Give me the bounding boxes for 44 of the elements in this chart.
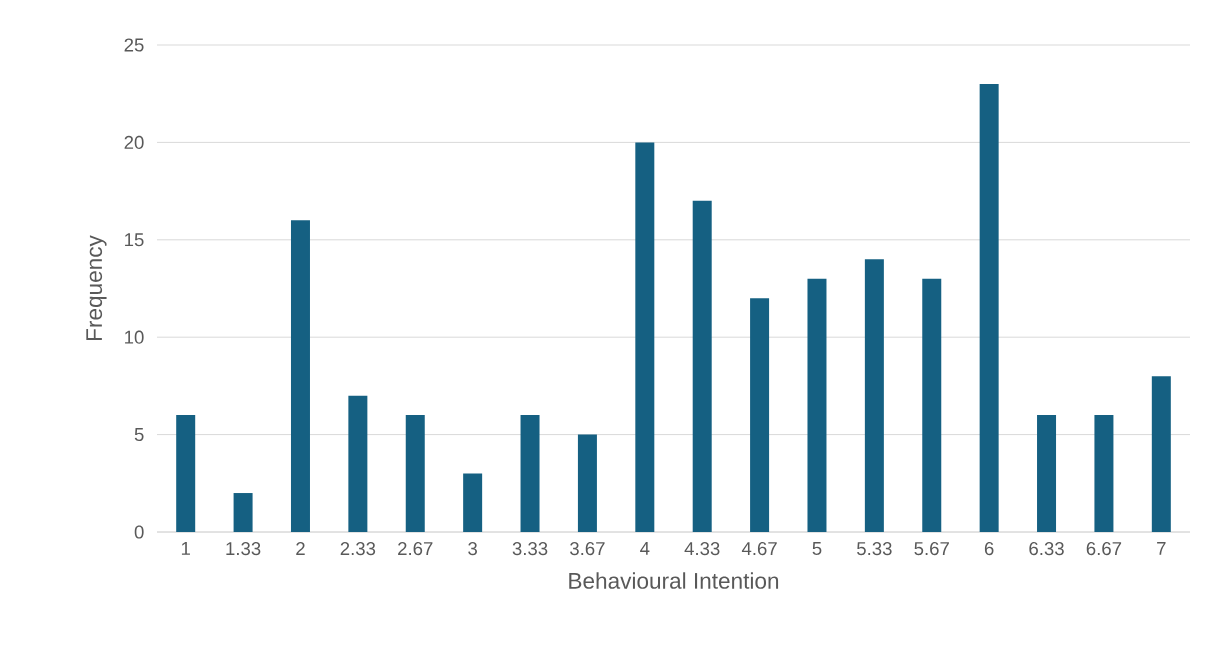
x-tick-label: 6.67	[1086, 541, 1122, 556]
bar	[348, 395, 368, 532]
bar	[1151, 376, 1171, 532]
x-tick-label: 5	[812, 542, 822, 555]
x-tick-label: 4.33	[684, 541, 720, 556]
bar	[1037, 415, 1057, 532]
x-tick-label: 6.33	[1029, 541, 1064, 556]
x-tick-label: 7	[1157, 542, 1166, 555]
bar	[577, 434, 597, 532]
x-tick-label: 1	[181, 542, 190, 555]
y-tick-label: 20	[124, 135, 144, 149]
x-tick-label: 4	[640, 542, 650, 555]
bar	[405, 415, 425, 532]
bar	[233, 493, 253, 532]
y-tick-label: 5	[134, 428, 144, 442]
y-tick-label: 25	[124, 38, 144, 52]
x-tick-label: 2.67	[398, 541, 433, 556]
x-tick-label: 2	[296, 541, 305, 555]
bar	[692, 200, 712, 532]
bar	[635, 142, 655, 532]
y-tick-label: 15	[125, 233, 144, 247]
bar	[979, 83, 999, 532]
bar	[463, 473, 483, 532]
x-tick-label: 6	[984, 541, 994, 556]
x-axis-title: Behavioural Intention	[569, 572, 779, 589]
x-tick-label: 3	[468, 541, 477, 556]
bar	[807, 278, 827, 532]
bar	[750, 298, 770, 532]
x-tick-label: 5.67	[914, 541, 949, 556]
y-tick-label: 0	[134, 525, 144, 539]
bar	[1094, 415, 1114, 532]
x-tick-label: 4.67	[741, 541, 777, 556]
bar	[520, 415, 540, 532]
x-tick-label: 3.33	[512, 541, 548, 556]
x-tick-label: 2.33	[340, 541, 376, 556]
y-tick-label: 10	[125, 330, 144, 344]
x-tick-label: 5.33	[857, 541, 892, 556]
x-tick-label: 1.33	[226, 541, 261, 556]
bar	[922, 278, 942, 532]
y-axis-title: Frequency	[86, 235, 107, 340]
bar	[864, 259, 884, 532]
bar	[290, 220, 310, 532]
x-tick-label: 3.67	[570, 541, 605, 556]
bar	[176, 415, 196, 532]
